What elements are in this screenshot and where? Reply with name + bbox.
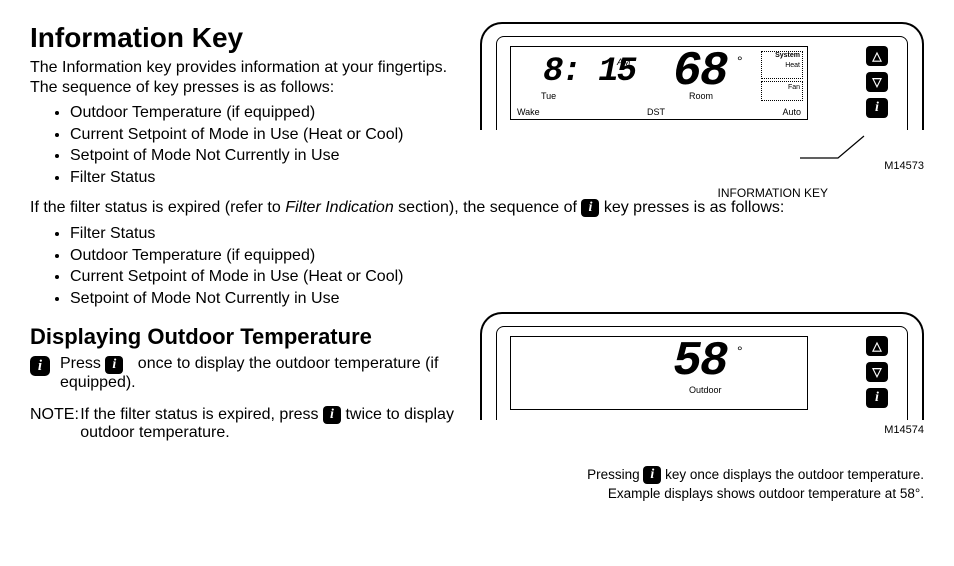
up-button[interactable]: △ [866,46,888,66]
text: key once displays the outdoor temperatur… [661,467,924,482]
ampm-indicator: AM [617,57,631,67]
dst-indicator: DST [647,107,665,117]
room-label: Room [689,91,713,101]
wake-indicator: Wake [517,107,540,117]
text: If the filter status is expired, press [80,406,323,423]
figure-caption: Pressing i key once displays the outdoor… [480,466,924,504]
info-icon: i [643,466,661,484]
text: Pressing [587,467,643,482]
info-button[interactable]: i [866,388,888,408]
intro-text: The Information key provides information… [30,58,470,98]
outdoor-temp-value: 58 [673,335,727,389]
sequence-list-1: Outdoor Temperature (if equipped) Curren… [70,102,470,188]
list-item: Outdoor Temperature (if equipped) [70,102,470,124]
degree-symbol: ° [737,343,743,359]
sequence-list-2: Filter Status Outdoor Temperature (if eq… [70,223,924,309]
down-button[interactable]: ▽ [866,362,888,382]
expired-intro: If the filter status is expired (refer t… [30,198,924,219]
heat-label: Heat [785,62,800,69]
fan-label: Fan [788,84,800,91]
filter-indication-ref: Filter Indication [285,199,394,216]
list-item: Filter Status [70,223,924,245]
degree-symbol: ° [737,53,743,69]
info-button[interactable]: i [866,98,888,118]
note-label: NOTE: [30,406,80,442]
thermostat-figure-2: 58 ° Outdoor △ ▽ i M14574 Pressing i key… [480,312,924,504]
thermostat-figure-1: 8: 15 AM 68 ° Tue Wake DST Room Auto Sys… [480,22,924,172]
info-icon: i [30,356,50,376]
lcd-display: 8: 15 AM 68 ° Tue Wake DST Room Auto Sys… [510,46,808,120]
up-button[interactable]: △ [866,336,888,356]
system-label: System [775,52,800,59]
day-indicator: Tue [541,91,556,101]
heading-info-key: Information Key [30,22,470,54]
list-item: Setpoint of Mode Not Currently in Use [70,145,470,167]
info-key-callout: INFORMATION KEY [718,186,828,200]
heading-outdoor-temp: Displaying Outdoor Temperature [30,324,470,350]
fan-box: Fan [761,81,803,101]
list-item: Setpoint of Mode Not Currently in Use [70,288,924,310]
press-instruction: Press i once to display the outdoor temp… [60,354,470,392]
lcd-display: 58 ° Outdoor [510,336,808,410]
text: Example displays shows outdoor temperatu… [480,485,924,504]
info-icon: i [105,356,123,374]
list-item: Filter Status [70,167,470,189]
down-button[interactable]: ▽ [866,72,888,92]
text: key presses is as follows: [599,199,784,216]
list-item: Current Setpoint of Mode in Use (Heat or… [70,266,924,288]
note-text: If the filter status is expired, press i… [80,406,470,442]
outdoor-label: Outdoor [689,385,722,395]
info-icon: i [323,406,341,424]
text: Press [60,355,105,372]
info-icon: i [581,199,599,217]
text: section), the sequence of [394,199,582,216]
system-box: System Heat [761,51,803,79]
auto-indicator: Auto [782,107,801,117]
figure-code: M14573 [884,160,924,172]
text: If the filter status is expired (refer t… [30,199,285,216]
figure-code: M14574 [480,424,924,436]
list-item: Outdoor Temperature (if equipped) [70,245,924,267]
list-item: Current Setpoint of Mode in Use (Heat or… [70,124,470,146]
